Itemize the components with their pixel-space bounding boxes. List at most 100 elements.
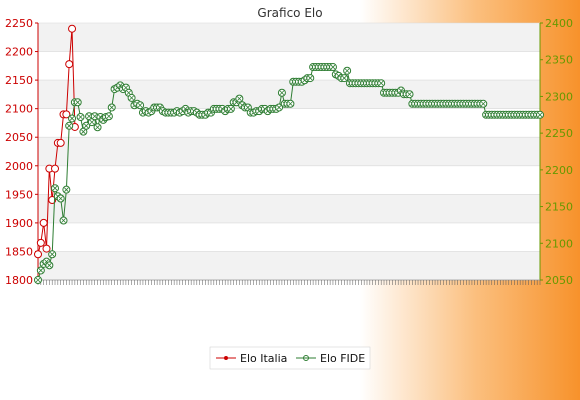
point-elo-italia	[65, 60, 74, 69]
point-elo-fide	[87, 118, 96, 127]
point-marker-cross	[61, 218, 66, 223]
legend-marker-elo-fide	[303, 355, 309, 361]
point-elo-italia	[39, 218, 48, 227]
point-marker-cross	[279, 90, 285, 96]
series-elo-fide	[34, 63, 544, 284]
point-elo-fide	[45, 261, 54, 270]
point-marker-cross	[330, 64, 336, 70]
point-marker-cross	[89, 119, 95, 125]
point-elo-fide	[286, 99, 295, 108]
right-tick-label: 2250	[545, 127, 573, 140]
right-tick-label: 2100	[545, 237, 573, 250]
point-elo-fide	[340, 74, 349, 83]
legend: Elo Italia Elo FIDE	[209, 346, 371, 370]
point-elo-fide	[328, 63, 337, 72]
chart-title: Grafico Elo	[257, 6, 322, 20]
legend-box	[209, 346, 371, 370]
point-elo-fide	[62, 185, 71, 194]
point-elo-fide	[82, 121, 91, 130]
point-elo-fide	[277, 88, 286, 97]
right-tick-label: 2150	[545, 201, 573, 214]
plot-band	[38, 23, 540, 52]
left-axis-ticks: 1800 1850 1900 1950 2000 2050 2100 2150 2200 2250	[5, 17, 38, 287]
left-tick-label: 2000	[5, 160, 33, 173]
point-elo-fide	[377, 79, 386, 88]
point-marker-cross	[344, 68, 350, 74]
right-tick-label: 2200	[545, 164, 573, 177]
point-marker-cross	[276, 105, 282, 110]
series-line-elo-italia	[37, 28, 76, 255]
legend-marker-elo-italia	[224, 356, 228, 360]
point-marker-cross	[35, 277, 41, 283]
point-marker-cross	[81, 129, 86, 134]
point-elo-fide	[79, 127, 88, 136]
point-marker-cross	[407, 91, 412, 97]
point-marker-cross	[378, 80, 384, 86]
point-elo-fide	[343, 66, 352, 75]
left-tick-label: 1800	[5, 274, 33, 287]
point-marker-cross	[126, 90, 132, 96]
point-marker-cross	[58, 196, 63, 201]
point-elo-fide	[226, 104, 235, 113]
point-marker-cross	[228, 106, 234, 112]
point-marker-cross	[480, 101, 486, 107]
point-elo-fide	[275, 103, 284, 112]
point-marker-cross	[83, 123, 89, 129]
point-elo-fide	[34, 276, 42, 284]
left-tick-label: 1900	[5, 217, 33, 230]
point-marker-cross	[123, 85, 129, 90]
point-marker-cross	[307, 75, 313, 81]
point-elo-fide	[107, 103, 116, 112]
point-elo-italia	[34, 250, 42, 259]
point-marker-cross	[92, 113, 98, 119]
point-marker-cross	[78, 114, 83, 120]
point-marker-cross	[288, 101, 293, 107]
right-tick-label: 2050	[545, 274, 573, 287]
point-marker-cross	[537, 112, 543, 118]
point-elo-italia	[42, 244, 51, 253]
right-tick-label: 2400	[545, 17, 573, 30]
right-axis-ticks: 2050 2100 2150 2200 2250 2300 2350 2400	[540, 17, 573, 287]
point-marker-cross	[66, 123, 72, 129]
left-tick-label: 2200	[5, 46, 33, 59]
point-elo-fide	[73, 98, 82, 107]
series	[34, 24, 544, 284]
point-marker-cross	[245, 105, 251, 110]
right-tick-label: 2300	[545, 90, 573, 103]
point-elo-fide	[127, 93, 136, 102]
left-tick-label: 2100	[5, 103, 33, 116]
point-elo-fide	[56, 194, 65, 203]
plot-band	[38, 137, 540, 166]
series-elo-italia	[34, 24, 79, 259]
point-marker-cross	[129, 95, 134, 101]
point-elo-fide	[235, 94, 244, 103]
point-marker-cross	[69, 116, 75, 121]
point-marker-cross	[95, 124, 100, 130]
point-elo-fide	[36, 266, 45, 275]
plot-band	[38, 194, 540, 223]
left-tick-label: 2150	[5, 74, 33, 87]
point-elo-fide	[104, 112, 113, 121]
point-marker-cross	[75, 100, 80, 105]
legend-item-elo-italia[interactable]: Elo Italia	[216, 352, 287, 365]
point-elo-italia	[62, 110, 71, 119]
left-tick-label: 1850	[5, 245, 33, 258]
point-marker-cross	[49, 252, 55, 257]
point-elo-fide	[536, 110, 544, 119]
point-elo-fide	[48, 250, 57, 259]
point-elo-fide	[93, 123, 102, 132]
point-elo-italia	[36, 238, 45, 247]
x-axis-ticks	[37, 280, 541, 285]
point-marker-cross	[109, 105, 115, 110]
legend-item-elo-fide[interactable]: Elo FIDE	[296, 352, 365, 365]
point-elo-fide	[65, 121, 74, 130]
point-elo-italia	[51, 164, 60, 173]
point-elo-fide	[68, 114, 77, 123]
point-elo-italia	[56, 138, 65, 147]
point-elo-fide	[76, 112, 85, 121]
left-tick-label: 2250	[5, 17, 33, 30]
point-elo-fide	[405, 90, 414, 99]
point-elo-fide	[306, 74, 315, 83]
point-marker-cross	[47, 263, 52, 268]
